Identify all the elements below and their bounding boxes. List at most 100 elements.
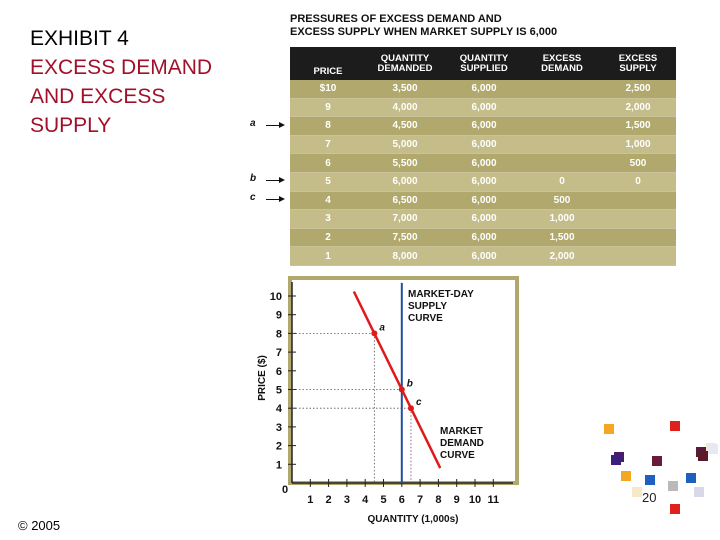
table-row: 9 4,000 6,000 2,000 bbox=[290, 98, 676, 118]
row-marker-b: b bbox=[250, 173, 257, 185]
y-axis-label: PRICE ($) bbox=[257, 355, 268, 401]
x-tick-label: 10 bbox=[469, 494, 481, 506]
table-title: PRESSURES OF EXCESS DEMAND AND EXCESS SU… bbox=[290, 13, 557, 39]
cell-excess-supply bbox=[600, 246, 676, 266]
table-title-line-2: EXCESS SUPPLY WHEN MARKET SUPPLY IS 6,00… bbox=[290, 26, 558, 38]
marker-arrow-line bbox=[266, 124, 280, 126]
decor-square bbox=[668, 481, 678, 491]
cell-quantity-demanded: 5,500 bbox=[366, 153, 444, 173]
decor-square bbox=[708, 444, 718, 454]
pressures-table: PRICE QUANTITY DEMANDED QUANTITY SUPPLIED EXC… bbox=[290, 47, 676, 266]
cell-price: $10 bbox=[290, 80, 366, 99]
cell-excess-demand bbox=[524, 135, 600, 155]
header-quantity-demanded: QUANTITY DEMANDED bbox=[366, 47, 444, 80]
x-tick-label: 1 bbox=[307, 494, 313, 506]
point-label-a: a bbox=[379, 322, 385, 333]
cell-quantity-supplied: 6,000 bbox=[444, 135, 524, 155]
cell-excess-supply bbox=[600, 228, 676, 248]
demand-curve-label-line: CURVE bbox=[440, 450, 475, 461]
y-tick-label: 2 bbox=[276, 441, 282, 453]
decor-square bbox=[604, 424, 614, 434]
cell-price: 1 bbox=[290, 246, 366, 266]
x-tick-label: 6 bbox=[399, 494, 405, 506]
header-quantity-supplied: QUANTITY SUPPLIED bbox=[444, 47, 524, 80]
header-line: QUANTITY bbox=[459, 52, 509, 64]
table-title-line-1: PRESSURES OF EXCESS DEMAND AND bbox=[290, 13, 502, 25]
cell-quantity-demanded: 4,000 bbox=[366, 98, 444, 118]
cell-quantity-supplied: 6,000 bbox=[444, 98, 524, 118]
cell-excess-supply bbox=[600, 191, 676, 211]
cell-quantity-supplied: 6,000 bbox=[444, 191, 524, 211]
cell-quantity-demanded: 7,500 bbox=[366, 228, 444, 248]
cell-quantity-demanded: 4,500 bbox=[366, 116, 444, 136]
origin-label: 0 bbox=[282, 484, 288, 496]
y-tick-label: 1 bbox=[276, 459, 282, 471]
marker-arrow-icon bbox=[279, 177, 285, 184]
cell-excess-demand: 0 bbox=[524, 172, 600, 192]
cell-quantity-demanded: 5,000 bbox=[366, 135, 444, 155]
decor-square bbox=[670, 504, 680, 514]
cell-excess-supply: 500 bbox=[600, 153, 676, 173]
header-line: SUPPLY bbox=[619, 62, 657, 74]
x-tick-label: 7 bbox=[417, 494, 423, 506]
decor-square bbox=[632, 487, 642, 497]
y-tick-label: 10 bbox=[270, 291, 282, 303]
exhibit-title-line-1: EXCESS DEMAND bbox=[30, 56, 213, 79]
table-row: 8 4,500 6,000 1,500 bbox=[290, 116, 676, 136]
decor-square bbox=[686, 473, 696, 483]
cell-excess-demand: 2,000 bbox=[524, 246, 600, 266]
point-label-c: c bbox=[416, 397, 422, 408]
marker-arrow-icon bbox=[279, 121, 285, 128]
cell-excess-supply bbox=[600, 209, 676, 229]
copyright: © 2005 bbox=[18, 518, 61, 533]
exhibit-title-line-2: AND EXCESS bbox=[30, 85, 166, 108]
exhibit-title-line-3: SUPPLY bbox=[30, 114, 112, 137]
header-excess-demand: EXCESS DEMAND bbox=[524, 47, 600, 80]
cell-quantity-demanded: 6,500 bbox=[366, 191, 444, 211]
y-tick-label: 6 bbox=[276, 366, 282, 378]
header-line: EXCESS bbox=[618, 52, 658, 64]
point-b bbox=[398, 386, 405, 393]
table-row: 6 5,500 6,000 500 bbox=[290, 153, 676, 173]
decor-square bbox=[621, 471, 631, 481]
demand-curve-line bbox=[352, 290, 442, 469]
y-tick-label: 7 bbox=[276, 347, 282, 359]
header-line: EXCESS bbox=[542, 52, 582, 64]
plot-area bbox=[292, 280, 515, 481]
decor-square bbox=[652, 456, 662, 466]
header-line: DEMANDED bbox=[377, 62, 433, 74]
cell-quantity-supplied: 6,000 bbox=[444, 172, 524, 192]
cell-excess-supply: 2,000 bbox=[600, 98, 676, 118]
x-tick-label: 8 bbox=[435, 494, 441, 506]
cell-quantity-demanded: 8,000 bbox=[366, 246, 444, 266]
cell-excess-demand: 500 bbox=[524, 191, 600, 211]
cell-excess-demand: 1,000 bbox=[524, 209, 600, 229]
marker-arrow-line bbox=[266, 198, 280, 200]
demand-curve-label-line: DEMAND bbox=[440, 438, 484, 449]
cell-excess-demand bbox=[524, 98, 600, 118]
y-tick-label: 5 bbox=[276, 385, 282, 397]
y-tick-label: 3 bbox=[276, 422, 282, 434]
cell-price: 5 bbox=[290, 172, 366, 192]
point-a bbox=[371, 330, 378, 337]
table-header-row: PRICE QUANTITY DEMANDED QUANTITY SUPPLIED EXC… bbox=[290, 47, 676, 80]
exhibit-number: EXHIBIT 4 bbox=[30, 27, 129, 50]
cell-price: 8 bbox=[290, 116, 366, 136]
cell-quantity-demanded: 3,500 bbox=[366, 80, 444, 99]
cell-excess-demand: 1,500 bbox=[524, 228, 600, 248]
table-body: $10 3,500 6,000 2,500 9 4,000 6,000 2,000 8 4,500… bbox=[290, 80, 676, 266]
point-c bbox=[407, 405, 414, 412]
point-label-b: b bbox=[407, 379, 413, 390]
cell-excess-supply: 0 bbox=[600, 172, 676, 192]
cell-price: 3 bbox=[290, 209, 366, 229]
x-tick-label: 5 bbox=[380, 494, 386, 506]
table-row: 3 7,000 6,000 1,000 bbox=[290, 209, 676, 229]
exhibit-heading: EXHIBIT 4 EXCESS DEMAND AND EXCESS SUPPL… bbox=[30, 24, 260, 140]
y-tick-label: 8 bbox=[276, 328, 282, 340]
page-number: 20 bbox=[642, 490, 657, 505]
marker-arrow-icon bbox=[279, 195, 285, 202]
y-tick-label: 9 bbox=[276, 310, 282, 322]
table-row: $10 3,500 6,000 2,500 bbox=[290, 80, 676, 99]
cell-quantity-supplied: 6,000 bbox=[444, 228, 524, 248]
table-row: 1 8,000 6,000 2,000 bbox=[290, 246, 676, 266]
